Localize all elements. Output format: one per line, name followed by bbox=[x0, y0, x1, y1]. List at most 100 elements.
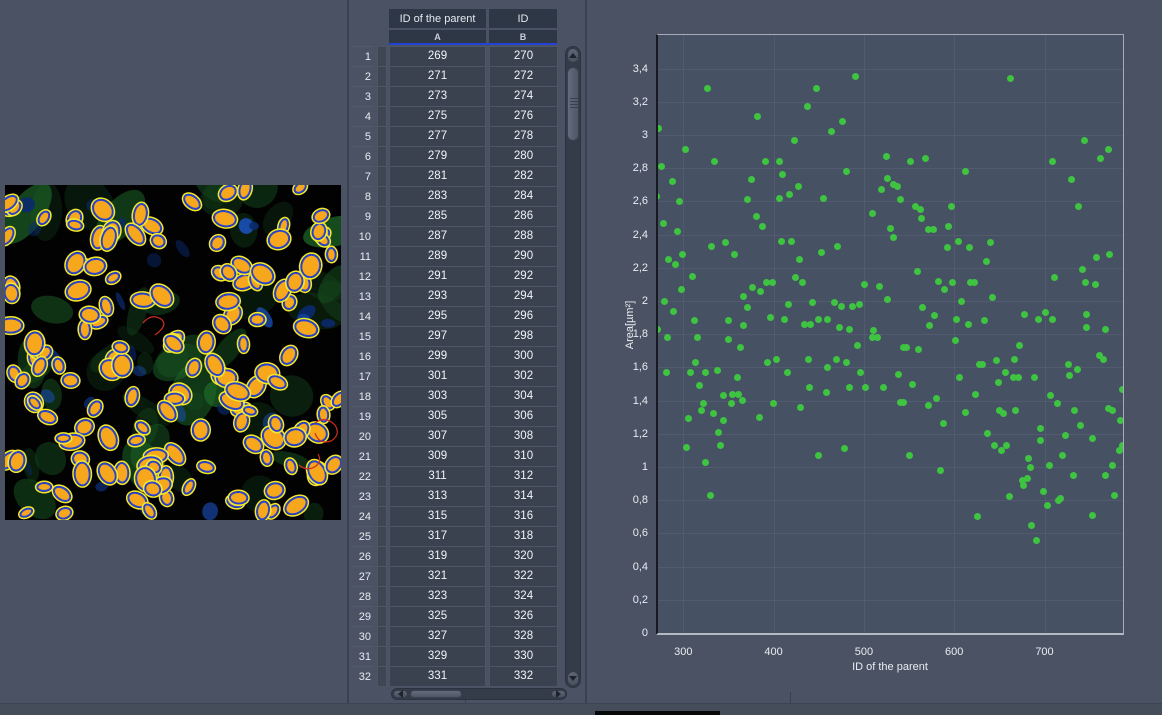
row-number[interactable]: 19 bbox=[352, 406, 374, 426]
row-number[interactable]: 7 bbox=[352, 166, 374, 186]
cell-id-of-parent[interactable]: 293 bbox=[389, 286, 486, 306]
row-number[interactable]: 16 bbox=[352, 346, 374, 366]
cell-id-of-parent[interactable]: 309 bbox=[389, 446, 486, 466]
cell-id[interactable]: 326 bbox=[489, 606, 558, 626]
panel-divider-right[interactable] bbox=[585, 0, 587, 703]
row-selector-cell[interactable] bbox=[377, 586, 387, 606]
cell-id[interactable]: 296 bbox=[489, 306, 558, 326]
row-selector-cell[interactable] bbox=[377, 266, 387, 286]
row-number[interactable]: 11 bbox=[352, 246, 374, 266]
scroll-left-button[interactable] bbox=[393, 690, 408, 698]
row-selector-cell[interactable] bbox=[377, 66, 387, 86]
cell-id[interactable]: 274 bbox=[489, 86, 558, 106]
row-selector-cell[interactable] bbox=[377, 486, 387, 506]
cell-id-of-parent[interactable]: 303 bbox=[389, 386, 486, 406]
panel-divider-left[interactable] bbox=[347, 0, 349, 703]
row-selector-cell[interactable] bbox=[377, 246, 387, 266]
cell-id[interactable]: 314 bbox=[489, 486, 558, 506]
table-column-letter-a[interactable]: A bbox=[389, 30, 486, 43]
scroll-up-button[interactable] bbox=[567, 48, 579, 63]
cell-id[interactable]: 298 bbox=[489, 326, 558, 346]
row-number[interactable]: 32 bbox=[352, 666, 374, 686]
row-number[interactable]: 6 bbox=[352, 146, 374, 166]
cell-id[interactable]: 322 bbox=[489, 566, 558, 586]
horizontal-scrollbar-thumb[interactable] bbox=[410, 690, 462, 698]
row-number[interactable]: 24 bbox=[352, 506, 374, 526]
row-selector-cell[interactable] bbox=[377, 526, 387, 546]
row-selector-cell[interactable] bbox=[377, 306, 387, 326]
row-number[interactable]: 22 bbox=[352, 466, 374, 486]
cell-id[interactable]: 270 bbox=[489, 46, 558, 66]
microscopy-segmented-image[interactable] bbox=[5, 185, 341, 520]
cell-id-of-parent[interactable]: 271 bbox=[389, 66, 486, 86]
cell-id-of-parent[interactable]: 291 bbox=[389, 266, 486, 286]
cell-id[interactable]: 282 bbox=[489, 166, 558, 186]
row-number[interactable]: 9 bbox=[352, 206, 374, 226]
cell-id-of-parent[interactable]: 305 bbox=[389, 406, 486, 426]
cell-id-of-parent[interactable]: 313 bbox=[389, 486, 486, 506]
row-number[interactable]: 26 bbox=[352, 546, 374, 566]
row-number[interactable]: 27 bbox=[352, 566, 374, 586]
cell-id-of-parent[interactable]: 269 bbox=[389, 46, 486, 66]
cell-id-of-parent[interactable]: 311 bbox=[389, 466, 486, 486]
row-selector-cell[interactable] bbox=[377, 626, 387, 646]
cell-id-of-parent[interactable]: 273 bbox=[389, 86, 486, 106]
cell-id-of-parent[interactable]: 325 bbox=[389, 606, 486, 626]
cell-id[interactable]: 320 bbox=[489, 546, 558, 566]
row-number[interactable]: 10 bbox=[352, 226, 374, 246]
cell-id-of-parent[interactable]: 321 bbox=[389, 566, 486, 586]
row-selector-cell[interactable] bbox=[377, 86, 387, 106]
row-number[interactable]: 3 bbox=[352, 86, 374, 106]
row-number[interactable]: 15 bbox=[352, 326, 374, 346]
row-number[interactable]: 2 bbox=[352, 66, 374, 86]
table-header-id[interactable]: ID bbox=[489, 9, 557, 28]
cell-id[interactable]: 302 bbox=[489, 366, 558, 386]
cell-id[interactable]: 316 bbox=[489, 506, 558, 526]
vertical-scrollbar-thumb[interactable] bbox=[567, 67, 579, 141]
row-number[interactable]: 23 bbox=[352, 486, 374, 506]
row-number[interactable]: 14 bbox=[352, 306, 374, 326]
cell-id[interactable]: 280 bbox=[489, 146, 558, 166]
cell-id-of-parent[interactable]: 281 bbox=[389, 166, 486, 186]
cell-id[interactable]: 304 bbox=[489, 386, 558, 406]
row-selector-cell[interactable] bbox=[377, 186, 387, 206]
cell-id-of-parent[interactable]: 297 bbox=[389, 326, 486, 346]
cell-id-of-parent[interactable]: 299 bbox=[389, 346, 486, 366]
cell-id[interactable]: 286 bbox=[489, 206, 558, 226]
row-selector-cell[interactable] bbox=[377, 426, 387, 446]
row-selector-cell[interactable] bbox=[377, 466, 387, 486]
row-selector-cell[interactable] bbox=[377, 646, 387, 666]
table-horizontal-scrollbar[interactable] bbox=[391, 688, 567, 700]
scatter-plot-canvas[interactable] bbox=[656, 34, 1124, 635]
cell-id-of-parent[interactable]: 279 bbox=[389, 146, 486, 166]
row-number[interactable]: 12 bbox=[352, 266, 374, 286]
row-number[interactable]: 4 bbox=[352, 106, 374, 126]
row-selector-cell[interactable] bbox=[377, 606, 387, 626]
row-number[interactable]: 20 bbox=[352, 426, 374, 446]
cell-id-of-parent[interactable]: 319 bbox=[389, 546, 486, 566]
cell-id[interactable]: 318 bbox=[489, 526, 558, 546]
row-selector-cell[interactable] bbox=[377, 126, 387, 146]
row-number[interactable]: 17 bbox=[352, 366, 374, 386]
cell-id-of-parent[interactable]: 295 bbox=[389, 306, 486, 326]
row-selector-cell[interactable] bbox=[377, 666, 387, 686]
cell-id-of-parent[interactable]: 307 bbox=[389, 426, 486, 446]
row-selector-cell[interactable] bbox=[377, 206, 387, 226]
cell-id[interactable]: 308 bbox=[489, 426, 558, 446]
cell-id[interactable]: 328 bbox=[489, 626, 558, 646]
cell-id-of-parent[interactable]: 277 bbox=[389, 126, 486, 146]
cell-id[interactable]: 324 bbox=[489, 586, 558, 606]
cell-id[interactable]: 294 bbox=[489, 286, 558, 306]
row-selector-cell[interactable] bbox=[377, 566, 387, 586]
row-selector-cell[interactable] bbox=[377, 326, 387, 346]
row-number[interactable]: 31 bbox=[352, 646, 374, 666]
row-number[interactable]: 13 bbox=[352, 286, 374, 306]
cell-id-of-parent[interactable]: 331 bbox=[389, 666, 486, 686]
row-number[interactable]: 21 bbox=[352, 446, 374, 466]
row-selector-cell[interactable] bbox=[377, 346, 387, 366]
row-number[interactable]: 30 bbox=[352, 626, 374, 646]
table-header-id-of-parent[interactable]: ID of the parent bbox=[389, 9, 486, 28]
cell-id[interactable]: 290 bbox=[489, 246, 558, 266]
row-number[interactable]: 25 bbox=[352, 526, 374, 546]
row-selector-cell[interactable] bbox=[377, 506, 387, 526]
